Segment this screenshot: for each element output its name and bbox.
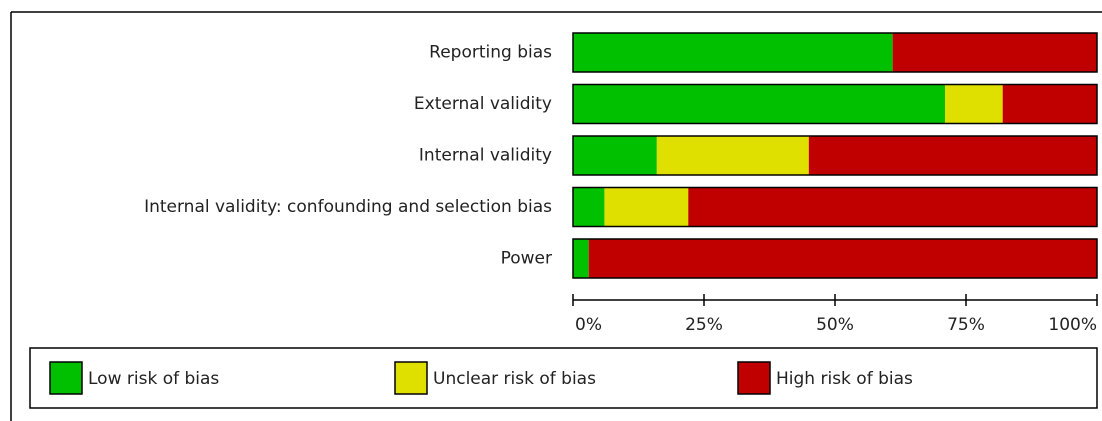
bar-segment xyxy=(604,187,689,227)
legend-label: Unclear risk of bias xyxy=(433,369,596,389)
legend-swatch xyxy=(49,361,83,395)
bar-outline xyxy=(572,32,1098,73)
bar-segment xyxy=(892,33,1097,72)
category-label: Reporting bias xyxy=(429,43,552,63)
bar-segment xyxy=(688,187,1097,227)
bar-outline xyxy=(572,238,1098,279)
bar-outline xyxy=(572,83,1098,125)
category-label: Internal validity xyxy=(419,146,552,166)
x-tick-label: 0% xyxy=(575,315,602,335)
bar-segment xyxy=(573,187,605,227)
bar-segment xyxy=(945,84,1003,124)
category-label: Power xyxy=(501,249,552,269)
bar-segment xyxy=(573,33,893,72)
bar-segment xyxy=(573,84,946,124)
bar-segment xyxy=(656,136,809,175)
bar-segment xyxy=(588,239,1097,278)
bar-segment xyxy=(573,136,657,175)
legend-swatch xyxy=(394,361,428,395)
legend-box xyxy=(29,347,1098,409)
category-label: External validity xyxy=(414,94,552,114)
legend-label: High risk of bias xyxy=(776,369,913,389)
legend-label: Low risk of bias xyxy=(88,369,219,389)
x-tick-label: 100% xyxy=(1048,315,1097,335)
category-label: Internal validity: confounding and selec… xyxy=(144,197,552,217)
bar-segment xyxy=(808,136,1097,175)
legend-swatch xyxy=(737,361,771,395)
x-tick-label: 75% xyxy=(947,315,985,335)
bar-segment xyxy=(1002,84,1097,124)
bar-outline xyxy=(572,135,1098,176)
x-tick-label: 50% xyxy=(816,315,854,335)
x-tick-label: 25% xyxy=(685,315,723,335)
bar-outline xyxy=(572,186,1098,228)
bar-segment xyxy=(573,239,589,278)
